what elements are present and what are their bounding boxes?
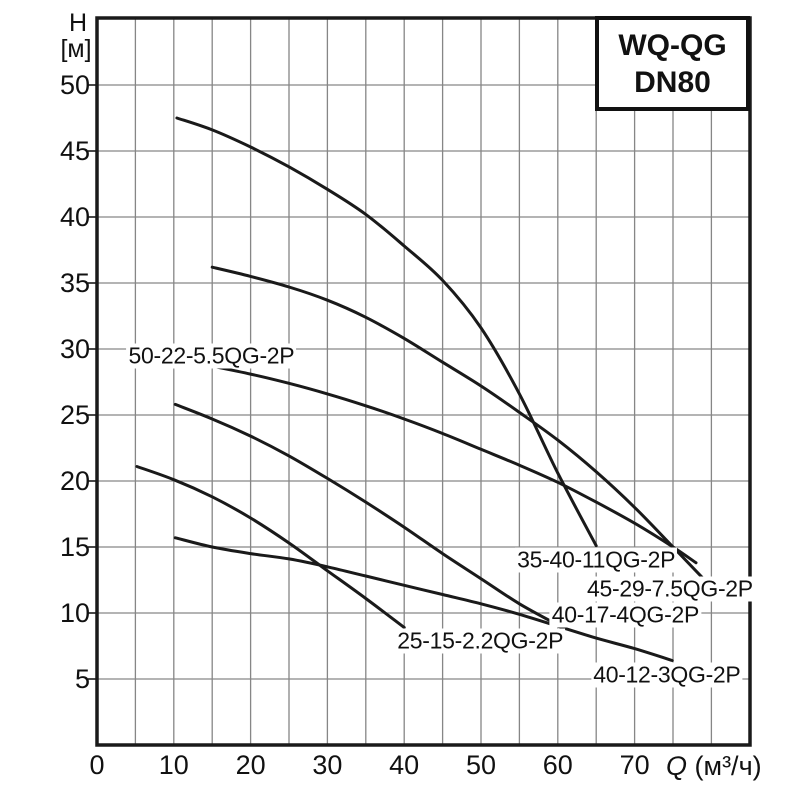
title-line-2: DN80 (634, 65, 711, 99)
y-tick-label: 25 (59, 400, 90, 430)
y-tick-label: 40 (59, 202, 90, 232)
curve-label: 40-12-3QG-2P (591, 661, 743, 688)
x-tick-label: 60 (542, 750, 573, 780)
x-tick-label: 30 (312, 750, 343, 780)
x-tick-label: 70 (619, 750, 650, 780)
y-tick-label: 20 (59, 466, 90, 496)
pump-curve (173, 536, 674, 662)
title-box: WQ-QG DN80 (595, 16, 750, 111)
x-axis-title: Q (м³/ч) (666, 751, 762, 781)
x-tick-label: 50 (465, 750, 497, 780)
pump-curve (135, 465, 406, 629)
y-tick-label: 15 (59, 532, 90, 562)
y-tick-label: 50 (59, 70, 90, 100)
y-tick-label: 5 (74, 664, 90, 694)
x-tick-label: 40 (389, 750, 420, 780)
pump-curve (210, 364, 698, 565)
curve-label: 45-29-7.5QG-2P (585, 575, 755, 602)
x-tick-label: 20 (235, 750, 266, 780)
curve-label: 35-40-11QG-2P (515, 546, 678, 573)
y-axis-unit: [м] (60, 35, 92, 63)
x-tick-label: 0 (89, 750, 105, 780)
plot-border (95, 16, 752, 747)
y-tick-label: 30 (59, 334, 90, 364)
x-axis-symbol: Q (666, 751, 688, 781)
y-tick-label: 35 (59, 268, 90, 298)
x-axis-unit: (м³/ч) (687, 751, 762, 781)
x-tick-label: 10 (158, 750, 189, 780)
curve-label: 40-17-4QG-2P (549, 601, 701, 628)
y-tick-label: 45 (59, 136, 90, 166)
title-line-1: WQ-QG (618, 28, 727, 62)
y-axis-title: H (68, 9, 88, 37)
curve-label: 50-22-5.5QG-2P (126, 342, 297, 369)
pump-curve (173, 402, 560, 627)
y-tick-label: 10 (59, 598, 90, 628)
curve-label: 25-15-2.2QG-2P (395, 627, 566, 654)
pump-curve (210, 265, 704, 579)
